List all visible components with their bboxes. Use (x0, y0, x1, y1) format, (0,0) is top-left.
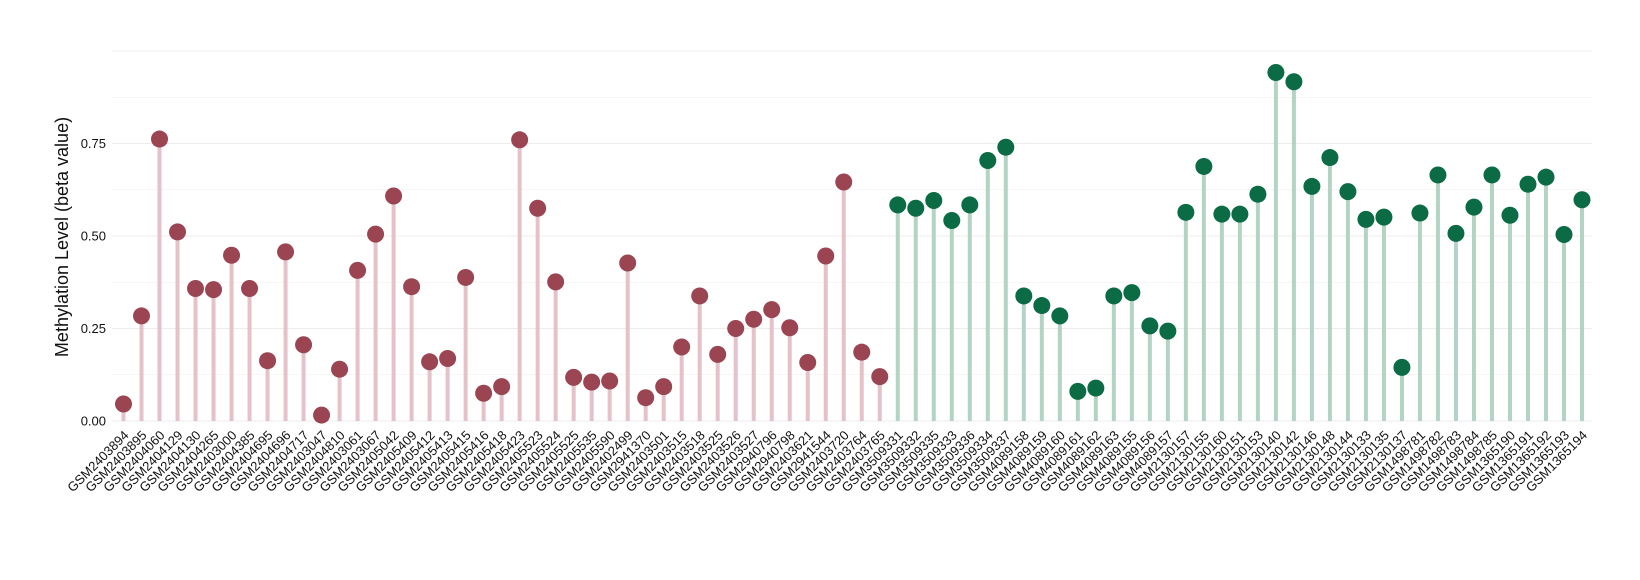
lollipop-point (493, 378, 511, 396)
lollipop-point (169, 223, 187, 241)
lollipop-point (403, 278, 421, 296)
lollipop-point (277, 243, 295, 261)
lollipop-point (997, 138, 1015, 156)
lollipop-point (349, 261, 367, 279)
lollipop-point (727, 320, 745, 337)
lollipop-point (475, 384, 493, 402)
lollipop-point (1249, 185, 1267, 203)
lollipop-point (1555, 226, 1573, 244)
lollipop-point (889, 196, 907, 214)
lollipop-point (1069, 382, 1087, 400)
lollipop-point (565, 368, 583, 386)
lollipop-point (295, 336, 313, 354)
y-axis-ticks: 0.00 0.25 0.50 0.75 (81, 136, 106, 429)
lollipop-point (385, 187, 403, 205)
y-tick-label: 0.25 (81, 321, 106, 336)
lollipop-point (1087, 379, 1105, 397)
lollipop-point (853, 343, 871, 361)
lollipop-point (1303, 177, 1321, 195)
lollipop-point (151, 130, 169, 148)
lollipop-point (511, 131, 529, 149)
lollipop-point (1483, 166, 1501, 184)
lollipop-point (1357, 210, 1375, 228)
lollipop-point (1267, 63, 1285, 81)
lollipop-point (979, 152, 997, 170)
lollipop-point (205, 281, 223, 299)
lollipop-point (1105, 287, 1123, 305)
lollipop-point (835, 173, 853, 191)
lollipop-point (187, 280, 205, 298)
lollipop-point (1321, 149, 1339, 167)
lollipop-point (1339, 183, 1357, 201)
x-axis-tick-labels: GSM2403894GSM2403895GSM2404060GSM2404129… (64, 428, 1590, 495)
lollipop-point (673, 338, 691, 356)
lollipop-point (331, 360, 349, 378)
lollipop-point (1537, 168, 1555, 186)
lollipop-point (871, 368, 889, 386)
lollipop-point (259, 352, 277, 370)
lollipop-point (655, 378, 673, 396)
lollipop-point (439, 349, 457, 367)
lollipop-point (1411, 204, 1429, 222)
lollipop-point (421, 353, 439, 371)
lollipop-point (547, 273, 565, 291)
lollipop-point (781, 319, 799, 337)
lollipop-point (223, 246, 241, 264)
lollipop-point (1123, 284, 1141, 302)
lollipop-point (1429, 166, 1447, 184)
lollipop-point (367, 225, 385, 243)
lollipop-point (457, 268, 475, 286)
lollipop-point (799, 354, 817, 372)
lollipop-point (529, 199, 547, 217)
lollipop-point (1033, 297, 1051, 315)
lollipop-point (907, 199, 925, 217)
y-tick-label: 0.50 (81, 229, 106, 244)
lollipop-point (1015, 287, 1033, 305)
lollipop-point (1213, 205, 1231, 223)
lollipop-point (1393, 358, 1411, 376)
lollipop-points (115, 63, 1591, 424)
lollipop-point (115, 395, 132, 413)
lollipop-point (313, 406, 331, 424)
lollipop-point (709, 345, 727, 363)
lollipop-point (1519, 175, 1537, 193)
lollipop-point (133, 307, 151, 325)
lollipop-point (691, 287, 709, 305)
lollipop-point (637, 389, 655, 407)
lollipop-point (1177, 203, 1195, 221)
lollipop-point (1141, 317, 1159, 335)
lollipop-point (1231, 205, 1249, 223)
lollipop-point (1159, 322, 1177, 340)
y-axis-title: Methylation Level (beta value) (52, 117, 72, 357)
lollipop-point (763, 301, 781, 319)
lollipop-point (601, 372, 619, 390)
y-tick-label: 0.00 (81, 414, 106, 429)
lollipop-point (943, 211, 961, 229)
lollipop-point (1195, 157, 1213, 175)
lollipop-point (619, 254, 637, 272)
lollipop-point (1447, 224, 1465, 242)
lollipop-point (925, 191, 943, 209)
y-tick-label: 0.75 (81, 136, 106, 151)
lollipop-point (583, 373, 601, 391)
lollipop-point (1051, 307, 1069, 325)
lollipop-point (1465, 198, 1483, 216)
lollipop-point (745, 310, 763, 328)
lollipop-point (1573, 191, 1591, 209)
lollipop-stems (121, 72, 1584, 421)
lollipop-point (1501, 206, 1519, 224)
lollipop-point (961, 196, 979, 214)
lollipop-point (817, 247, 835, 265)
lollipop-point (1285, 73, 1303, 91)
lollipop-point (1375, 208, 1393, 226)
lollipop-point (241, 280, 259, 298)
